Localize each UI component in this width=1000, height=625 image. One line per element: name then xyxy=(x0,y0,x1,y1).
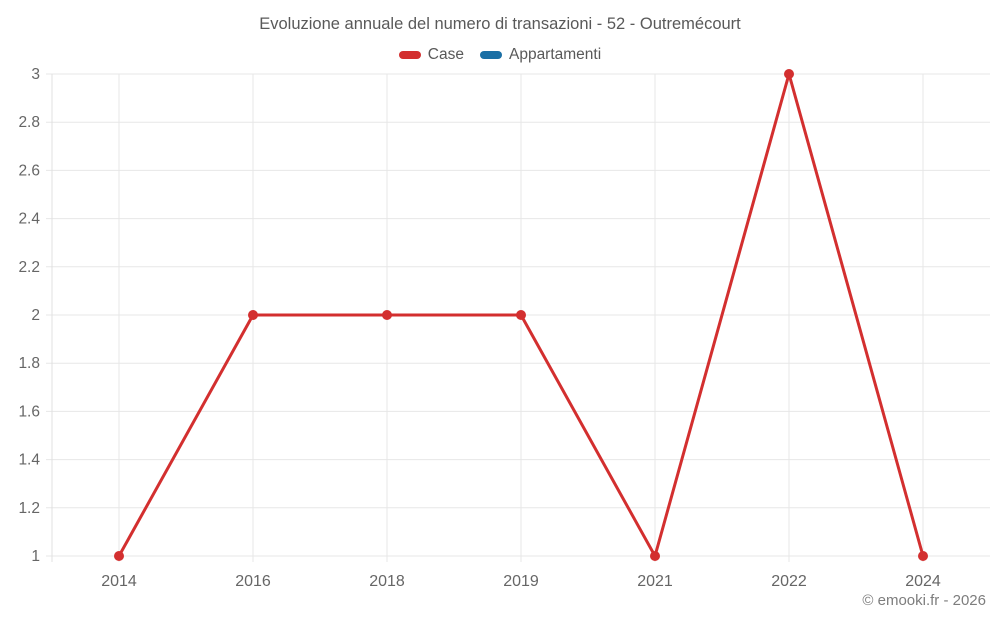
legend-item-case[interactable]: Case xyxy=(398,46,464,64)
y-axis-tick-label: 2.2 xyxy=(18,259,40,276)
y-axis-tick-label: 1 xyxy=(31,548,40,565)
y-axis-tick-label: 1.8 xyxy=(18,355,40,372)
x-axis-tick-label: 2024 xyxy=(905,573,941,590)
y-axis-tick-label: 1.2 xyxy=(18,500,40,517)
legend-swatch-appartamenti xyxy=(479,51,502,59)
data-point-case-2022[interactable] xyxy=(784,69,794,79)
x-axis-tick-label: 2014 xyxy=(101,573,137,590)
x-axis-tick-label: 2016 xyxy=(235,573,271,590)
y-axis-tick-label: 1.4 xyxy=(18,452,40,469)
data-point-case-2024[interactable] xyxy=(918,551,928,561)
data-point-case-2014[interactable] xyxy=(114,551,124,561)
y-axis-tick-label: 1.6 xyxy=(18,403,40,420)
copyright-footer: © emooki.fr - 2026 xyxy=(862,592,986,609)
legend-label-appartamenti: Appartamenti xyxy=(508,46,602,63)
data-point-case-2016[interactable] xyxy=(248,310,258,320)
y-axis-tick-label: 2.8 xyxy=(18,114,40,131)
x-axis-tick-label: 2019 xyxy=(503,573,539,590)
x-axis-tick-label: 2021 xyxy=(637,573,673,590)
chart-title: Evoluzione annuale del numero di transaz… xyxy=(259,15,741,33)
data-point-case-2021[interactable] xyxy=(650,551,660,561)
y-axis-tick-label: 3 xyxy=(31,66,40,83)
y-axis-tick-label: 2.6 xyxy=(18,162,40,179)
legend-swatch-case xyxy=(398,51,421,59)
y-axis-tick-label: 2.4 xyxy=(18,211,40,228)
data-point-case-2018[interactable] xyxy=(382,310,392,320)
legend-label-case: Case xyxy=(427,46,464,63)
data-point-case-2019[interactable] xyxy=(516,310,526,320)
x-axis-tick-label: 2018 xyxy=(369,573,405,590)
y-axis-tick-label: 2 xyxy=(31,307,40,324)
x-axis-tick-label: 2022 xyxy=(771,573,807,590)
legend-item-appartamenti[interactable]: Appartamenti xyxy=(479,46,602,64)
legend: Case Appartamenti xyxy=(0,44,1000,66)
